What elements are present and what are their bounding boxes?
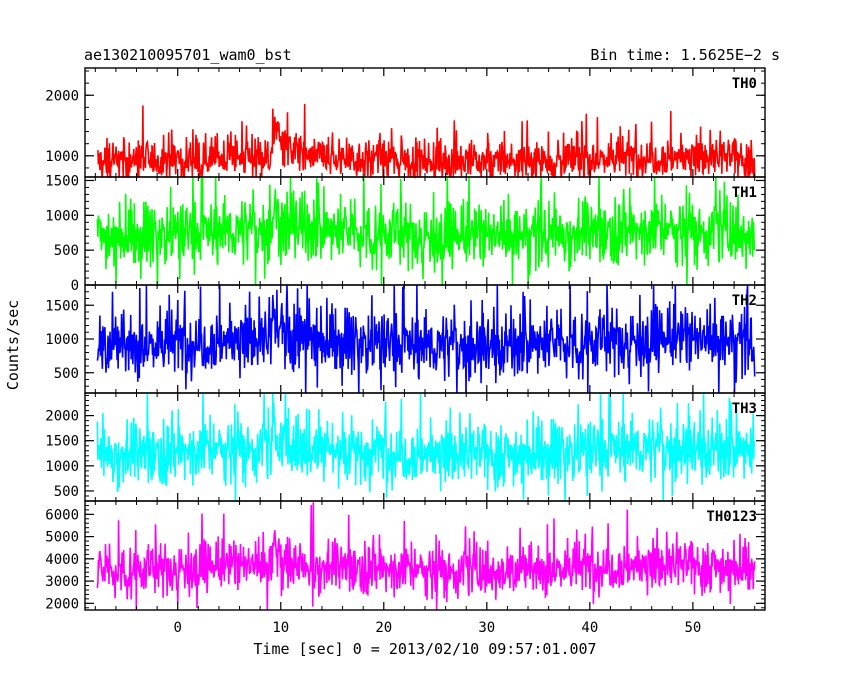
x-axis-label: Time [sec] 0 = 2013/02/10 09:57:01.007	[253, 640, 596, 658]
y-tick-label: 1500	[45, 173, 79, 189]
y-tick-label: 3000	[45, 574, 79, 590]
x-tick-label: 30	[478, 620, 495, 636]
panel-th2: 500 1000 1500 TH2	[45, 284, 766, 394]
y-tick-label: 0	[71, 278, 79, 294]
y-tick-label: 2000	[45, 409, 79, 425]
panel-th0123: 2000 3000 4000 5000 6000 TH0123	[45, 500, 766, 612]
series-line-th2	[96, 284, 756, 394]
y-tick-label: 2000	[45, 88, 79, 104]
x-tick-label: 40	[581, 620, 598, 636]
y-tick-label: 6000	[45, 507, 79, 523]
x-tick-label: 10	[272, 620, 289, 636]
y-tick-label: 1000	[45, 149, 79, 165]
panel-label: TH0123	[706, 509, 757, 525]
y-tick-label: 5000	[45, 530, 79, 546]
y-tick-label: 1500	[45, 298, 79, 314]
series-line-th0	[97, 103, 756, 180]
panel-label: TH1	[732, 185, 757, 201]
chart-title: ae130210095701_wam0_bst	[84, 46, 292, 64]
x-tick-label: 20	[375, 620, 392, 636]
y-tick-label: 500	[54, 484, 79, 500]
y-tick-label: 1000	[45, 332, 79, 348]
panel-label: TH3	[732, 401, 757, 417]
y-tick-label: 500	[54, 366, 79, 382]
x-tick-label: 50	[684, 620, 701, 636]
panel-label: TH2	[732, 293, 757, 309]
y-tick-label: 1000	[45, 208, 79, 224]
y-tick-label: 500	[54, 243, 79, 259]
series-line-th1	[96, 176, 756, 286]
panel-th3: 500 1000 1500 2000 TH3	[45, 392, 766, 502]
panel-th0: 1000 2000 TH0	[45, 67, 766, 180]
bin-time-label: Bin time: 1.5625E−2 s	[590, 46, 780, 64]
panel-th1: 0 500 1000 1500 TH1	[45, 173, 766, 294]
y-tick-label: 4000	[45, 552, 79, 568]
series-line-th0123	[96, 502, 756, 611]
series-line-th3	[96, 392, 755, 502]
y-axis-label: Counts/sec	[4, 300, 22, 390]
y-tick-label: 1000	[45, 459, 79, 475]
y-tick-label: 1500	[45, 434, 79, 450]
y-tick-label: 2000	[45, 596, 79, 612]
panel-label: TH0	[732, 76, 757, 92]
x-tick-label: 0	[174, 620, 182, 636]
